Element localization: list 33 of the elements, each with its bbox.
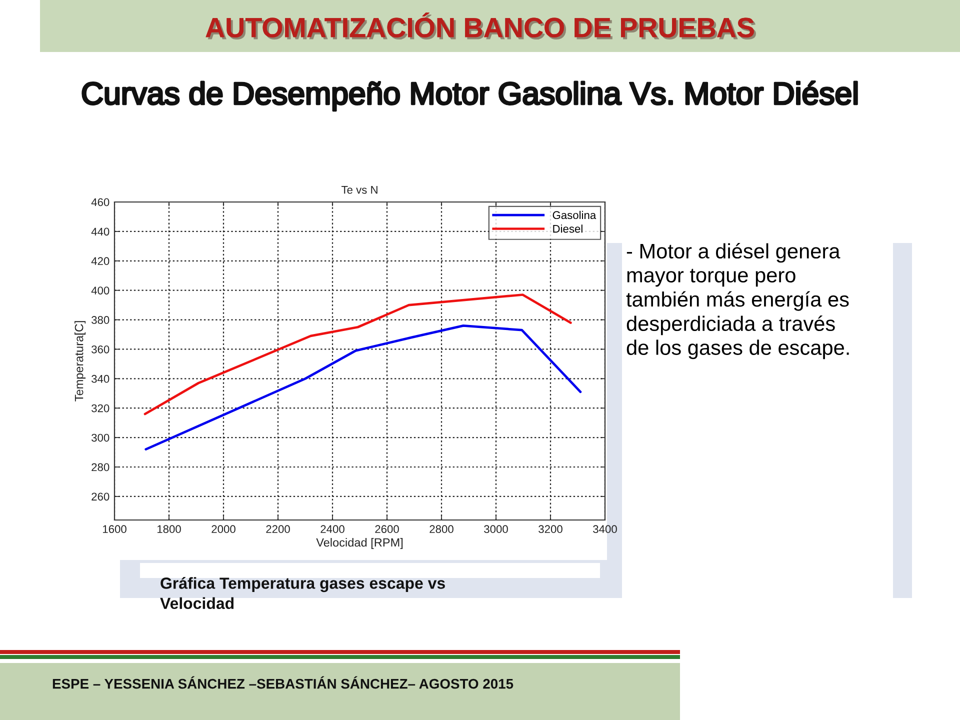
x-tick-label: 1800: [157, 525, 181, 534]
legend-label: Gasolina: [552, 210, 596, 220]
x-tick-label: 2600: [375, 525, 399, 534]
y-tick-label: 260: [92, 492, 110, 501]
text: AUTOMATIZACIÓN BANCO DE PRUEBAS: [206, 12, 756, 40]
y-tick-label: 380: [92, 316, 110, 324]
line-series: [144, 294, 572, 416]
y-tick-label: 400: [91, 286, 110, 294]
x-tick-label: 1600: [102, 525, 126, 534]
line-series: [144, 324, 582, 451]
x-tick-label: 3400: [593, 525, 617, 534]
text: Gráfica Temperatura gases escape vs Velocidad: [160, 577, 445, 610]
y-tick-label: 420: [91, 257, 110, 266]
y-axis-title: Temperatura[C]: [74, 321, 86, 402]
x-axis-title: Velocidad [RPM]: [316, 538, 403, 549]
text: - Motor a diésel genera mayor torque pero también más energía es desperdiciada a través de los gases de escape.: [626, 243, 849, 360]
y-tick-label: 300: [92, 434, 110, 442]
y-tick-label: 320: [92, 404, 110, 412]
chart-title: Te vs N: [341, 186, 378, 194]
text: Curvas de Desempeño Motor Gasolina Vs. Motor Diésel: [82, 81, 857, 111]
legend-label: Diesel: [553, 224, 582, 233]
x-tick-label: 2400: [320, 525, 344, 534]
x-tick-label: 3200: [538, 525, 562, 534]
x-tick-label: 2200: [266, 525, 290, 534]
y-tick-label: 360: [92, 345, 110, 354]
text: ESPE – YESSENIA SÁNCHEZ –SEBASTIÁN SÁNCHEZ– AGOSTO 2015: [52, 676, 514, 689]
y-tick-label: 460: [91, 198, 110, 206]
y-tick-label: 340: [92, 374, 110, 383]
x-tick-label: 3000: [484, 525, 508, 534]
x-tick-label: 2000: [212, 525, 236, 534]
y-tick-label: 280: [92, 463, 110, 472]
x-tick-label: 2800: [430, 525, 454, 534]
y-tick-label: 440: [91, 228, 110, 236]
